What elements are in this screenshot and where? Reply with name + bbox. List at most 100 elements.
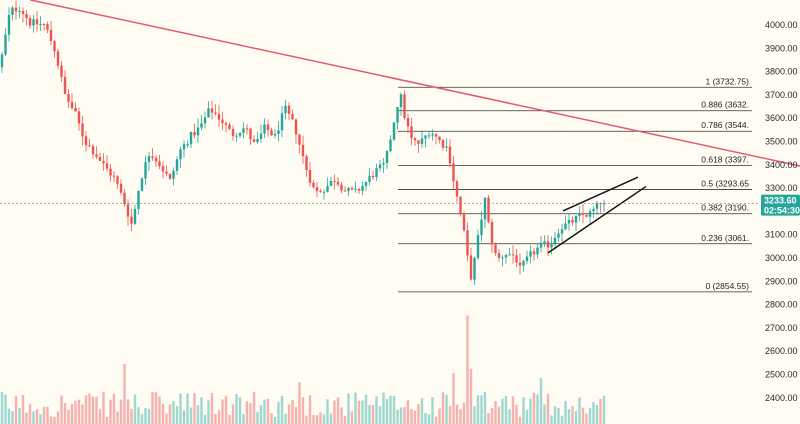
candle-body <box>550 243 553 248</box>
volume-bar <box>571 406 574 424</box>
candle-body <box>277 130 280 134</box>
candle-body <box>144 162 147 179</box>
candle-body <box>448 146 452 164</box>
volume-bar <box>74 400 77 424</box>
price-axis-tick-label: 3500.00 <box>765 137 798 147</box>
candle-body <box>581 213 585 216</box>
volume-bar <box>102 391 105 424</box>
candle-body <box>287 105 291 114</box>
wedge-lower-line[interactable] <box>547 185 647 254</box>
volume-bar <box>564 400 567 424</box>
volume-bar <box>182 410 186 424</box>
volume-bar <box>179 393 182 424</box>
candle-body <box>88 145 91 147</box>
candle-body <box>67 93 70 102</box>
volume-bar <box>81 404 84 424</box>
candle-body <box>595 202 599 209</box>
volume-bar <box>196 405 200 424</box>
candle-body <box>161 166 165 172</box>
candle-body <box>0 54 4 67</box>
candle-body <box>210 108 214 113</box>
volume-bar <box>333 400 336 424</box>
price-axis-tick-label: 3100.00 <box>765 230 798 240</box>
candle-body <box>340 184 343 191</box>
volume-bar <box>105 416 109 424</box>
price-axis[interactable]: 4000.00 3900.00 3800.00 3700.00 3600.00 3500.… <box>765 20 798 403</box>
candle-body <box>392 122 396 140</box>
candle-body <box>427 135 431 137</box>
volume-bar <box>256 412 259 424</box>
volume-bar <box>392 396 396 424</box>
fib-level-label: 0.236 (3061. <box>701 233 749 243</box>
volume-bar <box>298 382 301 424</box>
price-axis-tick-label: 4000.00 <box>765 20 798 30</box>
fibonacci-retracement[interactable]: 1 (3732.75) 0.886 (3632. 0.786 (3544. 0.618… <box>398 76 752 293</box>
volume-bar <box>294 406 298 424</box>
volume-bar <box>347 393 350 424</box>
candle-body <box>399 94 403 108</box>
fib-level-label: 0.618 (3397. <box>701 154 749 164</box>
volume-bar <box>480 395 483 424</box>
candle-body <box>203 117 207 124</box>
volume-bar <box>434 416 438 424</box>
price-tag-background <box>761 194 800 216</box>
candle-body <box>378 164 382 169</box>
candle-body <box>249 128 252 140</box>
candle-body <box>483 197 487 220</box>
volume-bar <box>32 411 35 424</box>
candle-body <box>490 222 494 245</box>
volume-bar <box>350 411 354 424</box>
candle-body <box>126 204 130 217</box>
volume-bar <box>543 404 546 424</box>
volume-bar <box>466 315 469 424</box>
candle-body <box>182 144 186 150</box>
volume-bar <box>473 406 476 424</box>
candle-body <box>7 14 11 35</box>
volume-bar <box>378 406 382 424</box>
candle-body <box>560 229 564 234</box>
volume-bar <box>413 410 417 424</box>
candle-body <box>368 176 371 182</box>
volume-bar <box>385 398 389 424</box>
candle-body <box>179 149 182 160</box>
volume-bar <box>273 416 277 424</box>
volume-bar <box>11 411 14 424</box>
fib-level-label: 0.5 (3293.65 <box>701 179 749 189</box>
wedge-upper-line[interactable] <box>562 176 639 212</box>
volume-bar <box>270 412 273 424</box>
volume-bar <box>459 409 462 424</box>
volume-bar <box>7 408 11 424</box>
candle-body <box>35 19 39 25</box>
candlestick-series <box>0 0 606 285</box>
volume-bar <box>144 408 147 424</box>
candle-body <box>301 144 305 157</box>
candle-body <box>487 197 490 223</box>
volume-bar <box>95 396 98 424</box>
candle-body <box>172 170 175 179</box>
fib-level-label: 0 (2854.55) <box>706 281 750 291</box>
descending-trendline[interactable] <box>29 0 800 167</box>
volume-bar <box>399 407 403 424</box>
volume-bars <box>0 315 606 424</box>
candle-body <box>98 156 102 161</box>
candle-body <box>95 154 98 157</box>
volume-bar <box>133 394 137 424</box>
candle-body <box>469 255 473 280</box>
candle-body <box>326 185 329 192</box>
volume-bar <box>172 401 175 424</box>
candle-body <box>497 253 501 258</box>
candle-body <box>312 182 315 188</box>
candle-body <box>154 157 158 162</box>
candle-body <box>60 65 63 77</box>
volume-bar <box>371 405 375 424</box>
volume-bar <box>210 392 214 424</box>
volume-bar <box>529 398 532 424</box>
candle-body <box>221 119 224 124</box>
candle-body <box>455 181 459 197</box>
volume-bar <box>536 394 539 424</box>
candle-body <box>476 235 480 258</box>
candle-body <box>357 188 361 191</box>
volume-bar <box>326 399 329 424</box>
candle-body <box>46 24 49 30</box>
